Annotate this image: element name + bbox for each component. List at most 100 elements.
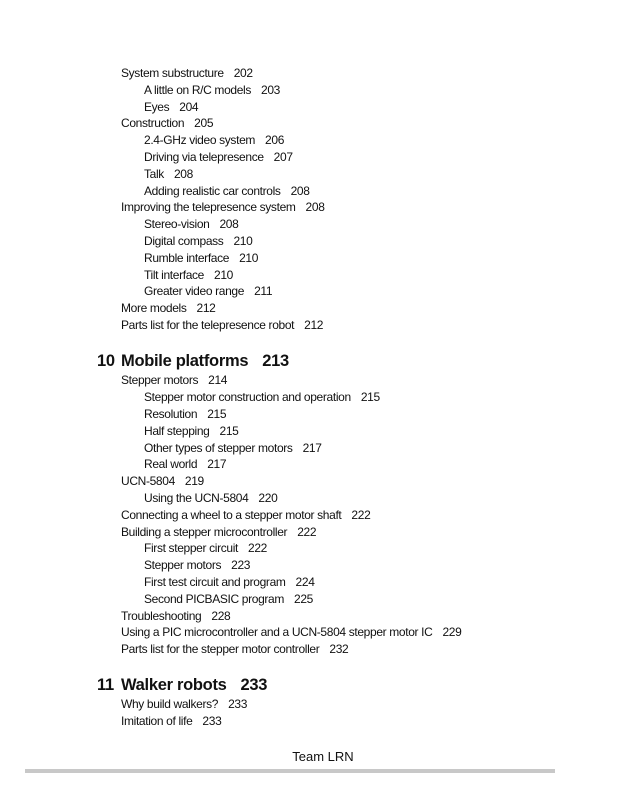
- toc-subsection-entry: Using the UCN-5804 220: [144, 490, 278, 505]
- toc-subsection-entry: Eyes 204: [144, 99, 199, 114]
- chapter-page: 233: [240, 675, 268, 694]
- toc-subsection-entry: First stepper circuit 222: [144, 541, 267, 555]
- entry-title: Eyes: [144, 99, 170, 114]
- entry-title: First stepper circuit: [144, 541, 239, 556]
- toc-subsection-entry: A little on R/C models 203: [144, 83, 280, 97]
- toc-subsection-entry: Half stepping 215: [144, 423, 239, 438]
- toc-section-entry: Building a stepper microcontroller 222: [121, 524, 317, 539]
- entry-page: 210: [239, 250, 259, 265]
- entry-page: 212: [304, 318, 324, 332]
- toc-subsection-entry: Stereo-vision 208: [144, 217, 239, 231]
- entry-title: Tilt interface: [144, 267, 205, 282]
- entry-page: 232: [329, 642, 349, 657]
- toc-section-entry: Stepper motors 214: [121, 373, 227, 387]
- entry-title: 2.4-GHz video system: [144, 133, 256, 148]
- entry-title: UCN-5804: [121, 474, 175, 489]
- entry-page: 215: [360, 390, 380, 405]
- toc-section-entry: UCN-5804 219: [121, 474, 204, 488]
- entry-page: 219: [184, 474, 204, 489]
- entry-page: 210: [214, 267, 233, 282]
- entry-title: Improving the telepresence system: [121, 200, 296, 215]
- entry-title: Greater video range: [144, 284, 245, 299]
- entry-page: 207: [273, 150, 293, 164]
- toc-section-entry: Improving the telepresence system 208: [121, 200, 325, 214]
- toc-section-entry: Construction 205: [121, 116, 214, 131]
- entry-page: 220: [258, 490, 278, 505]
- toc-section-entry: System substructure 202: [121, 66, 253, 80]
- chapter-title: Mobile platforms: [121, 351, 249, 370]
- entry-page: 228: [211, 608, 231, 623]
- toc-section-entry: Why build walkers? 233: [121, 697, 247, 711]
- toc-subsection-entry: Tilt interface 210: [144, 268, 233, 282]
- chapter-number: 10: [97, 351, 115, 370]
- entry-page: 215: [219, 423, 239, 438]
- entry-title: Talk: [144, 166, 164, 181]
- entry-title: Parts list for the telepresence robot: [121, 318, 295, 332]
- entry-title: Stepper motors: [144, 558, 222, 573]
- chapter-heading: 11 Walker robots 233: [97, 675, 268, 694]
- entry-page: 202: [233, 66, 253, 80]
- toc-subsection-entry: Talk 208: [144, 167, 193, 181]
- entry-page: 222: [351, 507, 371, 522]
- entry-page: 204: [179, 99, 199, 114]
- entry-page: 225: [294, 591, 314, 606]
- entry-title: Stepper motors: [121, 373, 199, 388]
- entry-page: 203: [261, 82, 280, 97]
- chapter-title: Walker robots: [121, 675, 227, 694]
- toc-subsection-entry: Rumble interface 210: [144, 251, 258, 265]
- entry-page: 223: [231, 558, 251, 573]
- toc-subsection-entry: Stepper motor construction and operation…: [144, 390, 380, 404]
- toc-subsection-entry: Digital compass 210: [144, 234, 253, 248]
- toc-section-entry: Using a PIC microcontroller and a UCN-58…: [121, 625, 462, 640]
- entry-title: Real world: [144, 457, 198, 472]
- entry-title: Parts list for the stepper motor control…: [121, 642, 320, 657]
- entry-title: Resolution: [144, 406, 198, 421]
- entry-title: Using a PIC microcontroller and a UCN-58…: [121, 625, 433, 640]
- entry-title: Stepper motor construction and operation: [144, 390, 351, 405]
- entry-title: Using the UCN-5804: [144, 490, 249, 505]
- entry-title: First test circuit and program: [144, 574, 286, 589]
- toc-section-entry: More models 212: [121, 301, 216, 315]
- toc-section-entry: Parts list for the telepresence robot 212: [121, 318, 323, 332]
- entry-page: 208: [173, 166, 193, 181]
- entry-title: System substructure: [121, 66, 224, 80]
- toc-subsection-entry: Second PICBASIC program 225: [144, 592, 313, 606]
- toc-subsection-entry: Greater video range 211: [144, 284, 273, 299]
- entry-page: 210: [233, 234, 253, 248]
- toc-subsection-entry: 2.4-GHz video system 206: [144, 133, 284, 147]
- entry-title: A little on R/C models: [144, 82, 252, 97]
- entry-title: Imitation of life: [121, 714, 193, 729]
- entry-page: 233: [228, 697, 248, 712]
- toc-subsection-entry: Other types of stepper motors 217: [144, 441, 322, 455]
- entry-title: Building a stepper microcontroller: [121, 524, 288, 539]
- entry-title: More models: [121, 301, 187, 316]
- entry-title: Half stepping: [144, 423, 210, 438]
- entry-title: Second PICBASIC program: [144, 591, 285, 606]
- entry-page: 212: [196, 301, 216, 316]
- entry-page: 206: [265, 133, 285, 148]
- entry-title: Troubleshooting: [121, 608, 202, 623]
- toc-subsection-entry: Stepper motors 223: [144, 558, 250, 572]
- chapter-heading: 10 Mobile platforms 213: [97, 351, 289, 370]
- toc-subsection-entry: Driving via telepresence 207: [144, 150, 293, 164]
- chapter-page: 213: [262, 351, 289, 370]
- entry-title: Driving via telepresence: [144, 150, 264, 164]
- entry-title: Connecting a wheel to a stepper motor sh…: [121, 507, 342, 522]
- entry-page: 217: [207, 457, 227, 472]
- entry-title: Other types of stepper motors: [144, 440, 293, 455]
- entry-page: 208: [305, 200, 325, 215]
- entry-page: 211: [254, 284, 273, 299]
- entry-page: 222: [248, 541, 267, 556]
- toc-section-entry: Parts list for the stepper motor control…: [121, 642, 349, 657]
- entry-title: Digital compass: [144, 234, 224, 248]
- footer-text: Team LRN: [292, 749, 354, 764]
- entry-page: 229: [442, 625, 462, 640]
- entry-title: Rumble interface: [144, 250, 230, 265]
- entry-title: Why build walkers?: [121, 697, 219, 712]
- entry-page: 224: [295, 574, 315, 589]
- toc-subsection-entry: Resolution 215: [144, 406, 227, 421]
- entry-page: 208: [290, 183, 310, 198]
- entry-page: 215: [207, 406, 227, 421]
- entry-page: 214: [208, 373, 228, 388]
- entry-title: Construction: [121, 116, 185, 131]
